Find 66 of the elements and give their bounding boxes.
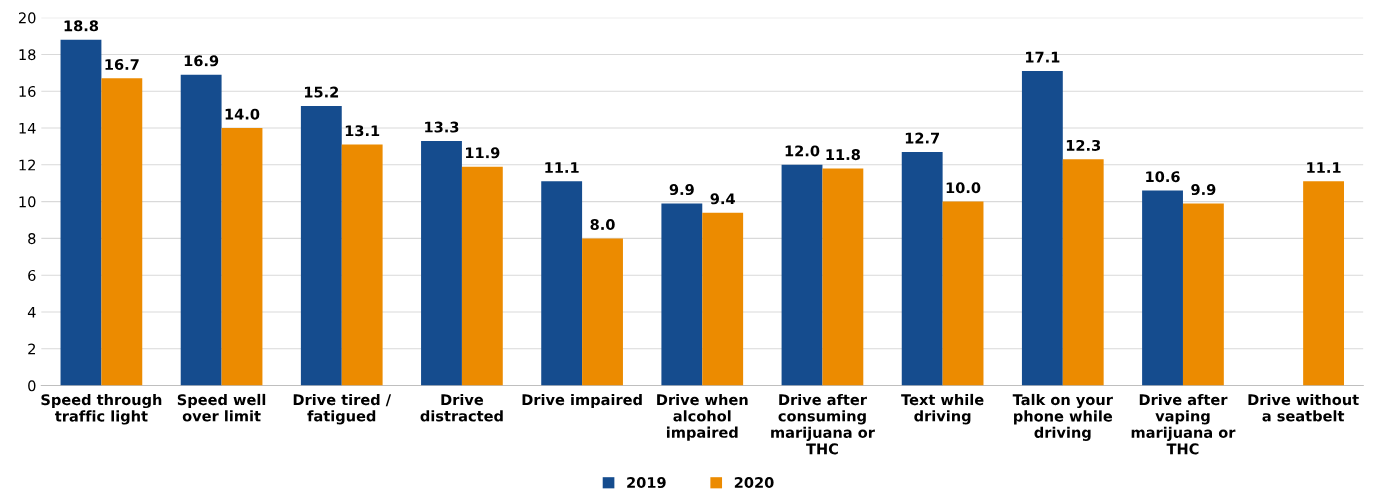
y-tick-label: 6 — [28, 269, 36, 281]
x-tick-label: Text while driving — [901, 393, 984, 425]
data-label: 17.1 — [1026, 51, 1060, 63]
data-label: 18.8 — [64, 20, 99, 32]
bar — [1182, 203, 1224, 386]
data-label: 10.6 — [1146, 171, 1180, 183]
y-tick-label: 16 — [19, 85, 36, 97]
bar — [60, 39, 102, 386]
data-label: 14.0 — [225, 108, 260, 120]
y-tick-label: 4 — [27, 306, 36, 318]
bar — [901, 151, 943, 386]
data-label: 11.1 — [545, 162, 579, 173]
y-tick-label: 8 — [28, 233, 36, 245]
data-label: 11.8 — [826, 149, 860, 161]
data-label: 9.4 — [710, 193, 735, 205]
bar — [221, 128, 263, 386]
x-tick-label: Drive distracted — [420, 393, 503, 422]
bar — [300, 105, 342, 386]
bar — [702, 212, 744, 386]
y-tick-label: 10 — [19, 196, 36, 208]
data-label: 9.9 — [1191, 184, 1216, 196]
x-tick-label: Drive tired / fatigued — [293, 393, 392, 425]
bar — [781, 164, 823, 386]
data-label: 15.2 — [304, 86, 339, 98]
data-label: 11.1 — [1307, 162, 1341, 173]
y-tick-label: 14 — [19, 122, 36, 134]
y-tick-label: 2 — [28, 343, 35, 355]
y-tick-label: 20 — [18, 12, 36, 24]
data-label: 12.3 — [1066, 139, 1101, 151]
data-label: 13.3 — [425, 121, 459, 133]
x-tick-label: Drive after consuming marijuana or THC — [771, 393, 875, 455]
x-tick-label: Drive without a seatbelt — [1248, 393, 1359, 422]
bar — [421, 140, 462, 386]
x-tick-label: Drive when alcohol impaired — [657, 393, 748, 441]
x-tick-label: Talk on your phone while driving — [1012, 393, 1113, 441]
bar — [1303, 181, 1344, 386]
bar — [1021, 70, 1063, 386]
data-label: 16.9 — [184, 55, 219, 67]
data-label: 8.0 — [590, 219, 615, 231]
data-label: 11.9 — [466, 147, 500, 159]
x-tick-label: Drive impaired — [522, 393, 642, 409]
x-tick-label: Drive after vaping marijuana or THC — [1131, 393, 1236, 455]
data-label: 9.9 — [669, 184, 694, 196]
bar — [661, 203, 703, 386]
bar — [341, 144, 383, 386]
bar — [822, 168, 864, 386]
bar — [1062, 159, 1104, 386]
bar — [461, 166, 503, 386]
x-tick-label: Speed through traffic light — [41, 393, 162, 425]
x-tick-label: Speed well over limit — [177, 393, 266, 422]
y-tick-label: 18 — [19, 49, 36, 61]
bar — [942, 201, 984, 386]
data-label: 12.7 — [905, 132, 940, 144]
bar — [180, 74, 222, 386]
data-label: 16.7 — [105, 58, 139, 70]
data-label: 10.0 — [946, 182, 981, 194]
y-tick-label: 0 — [28, 380, 36, 392]
bar — [582, 238, 623, 386]
bar — [101, 78, 143, 386]
data-label: 12.0 — [785, 145, 820, 157]
bar — [541, 181, 583, 386]
y-tick-label: 12 — [19, 159, 35, 171]
legend-label: 2019 — [627, 477, 666, 489]
bar — [1142, 190, 1183, 386]
data-label: 13.1 — [345, 125, 380, 137]
legend-label: 2020 — [734, 477, 774, 489]
